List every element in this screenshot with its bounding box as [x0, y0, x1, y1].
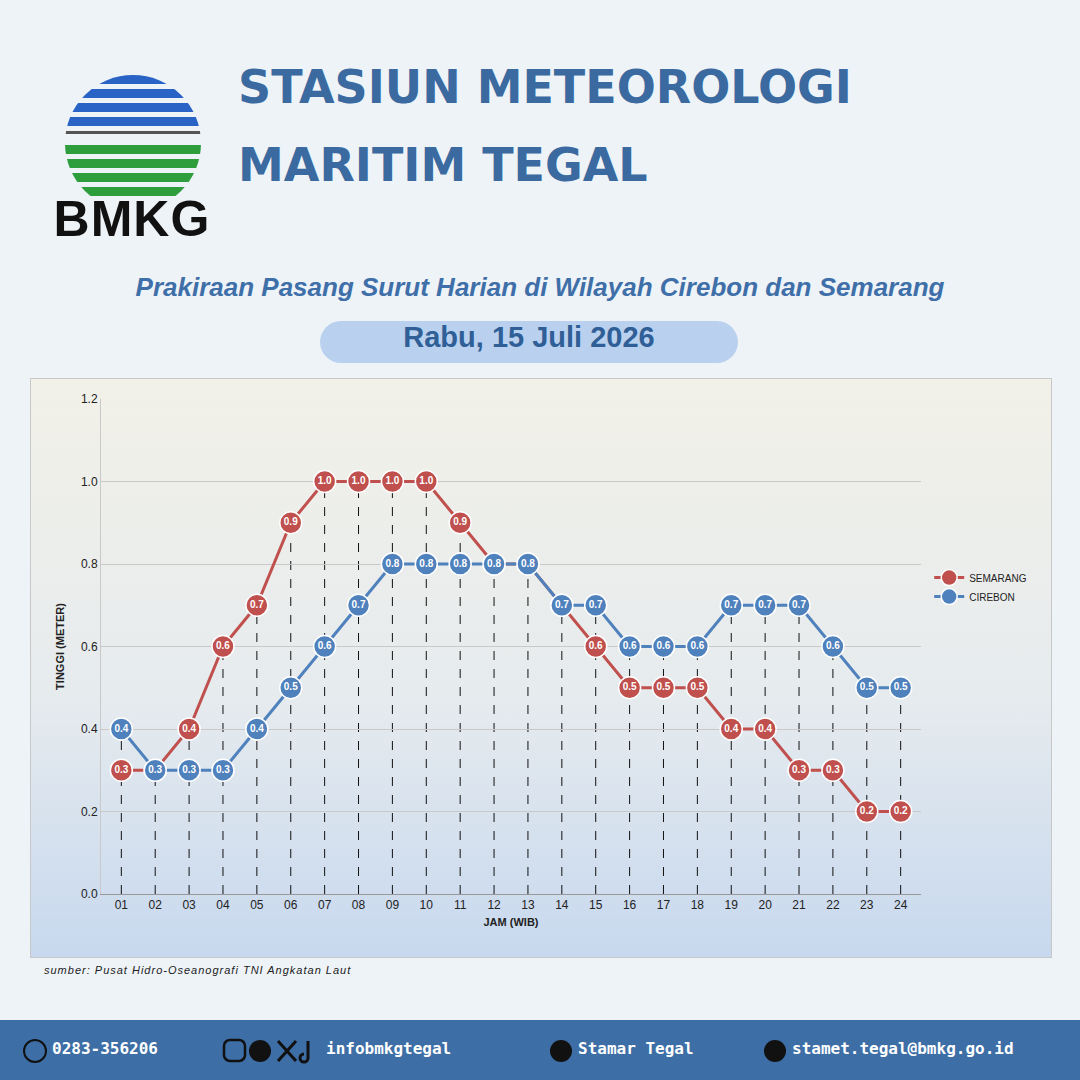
html-text:Rabu, 15 Juli 2026: Rabu, 15 Juli 2026	[403, 321, 655, 353]
svg-text:0.6: 0.6	[826, 640, 840, 651]
svg-text:16: 16	[623, 898, 637, 912]
svg-text:1.0: 1.0	[318, 475, 332, 486]
svg-text:0.3: 0.3	[216, 764, 230, 775]
svg-text:0.7: 0.7	[250, 599, 264, 610]
svg-text:0.9: 0.9	[453, 516, 467, 527]
svg-text:0.8: 0.8	[521, 558, 535, 569]
svg-text:24: 24	[894, 898, 908, 912]
svg-text:0.4: 0.4	[724, 723, 738, 734]
html-text:MARITIM TEGAL: MARITIM TEGAL	[238, 138, 648, 192]
html-text:Prakiraan Pasang Surut Harian: Prakiraan Pasang Surut Harian di Wilayah…	[135, 272, 945, 302]
svg-text:0.3: 0.3	[826, 764, 840, 775]
svg-text:0.7: 0.7	[555, 599, 569, 610]
svg-text:0.7: 0.7	[555, 599, 569, 610]
svg-text:0.4: 0.4	[182, 723, 196, 734]
svg-text:CIREBON: CIREBON	[969, 592, 1015, 603]
html-text:Stamar Tegal: Stamar Tegal	[578, 1039, 694, 1058]
svg-text:20: 20	[758, 898, 772, 912]
html-text:infobmkgtegal: infobmkgtegal	[326, 1039, 452, 1058]
svg-text:23: 23	[860, 898, 874, 912]
svg-text:18: 18	[691, 898, 705, 912]
svg-text:10: 10	[420, 898, 434, 912]
svg-text:0.2: 0.2	[860, 805, 874, 816]
svg-text:0.5: 0.5	[284, 681, 298, 692]
svg-text:01: 01	[115, 898, 129, 912]
svg-text:0.8: 0.8	[419, 558, 433, 569]
svg-text:0.3: 0.3	[148, 764, 162, 775]
svg-text:1.0: 1.0	[419, 475, 433, 486]
svg-text:SEMARANG: SEMARANG	[969, 573, 1026, 584]
svg-text:0.6: 0.6	[657, 640, 671, 651]
svg-text:TINGGI (METER): TINGGI (METER)	[54, 603, 66, 690]
svg-text:0.7: 0.7	[589, 599, 603, 610]
svg-text:0.7: 0.7	[792, 599, 806, 610]
svg-text:0.3: 0.3	[182, 764, 196, 775]
svg-text:0.8: 0.8	[81, 557, 98, 571]
svg-text:22: 22	[826, 898, 840, 912]
svg-text:1.0: 1.0	[352, 475, 366, 486]
svg-text:JAM (WIB): JAM (WIB)	[484, 916, 539, 928]
svg-text:15: 15	[589, 898, 603, 912]
svg-text:13: 13	[521, 898, 535, 912]
svg-text:0.5: 0.5	[860, 681, 874, 692]
svg-text:08: 08	[352, 898, 366, 912]
svg-text:0.2: 0.2	[81, 805, 98, 819]
svg-text:0.4: 0.4	[250, 723, 264, 734]
svg-text:14: 14	[555, 898, 569, 912]
svg-text:0.6: 0.6	[81, 640, 98, 654]
svg-text:0.5: 0.5	[690, 681, 704, 692]
svg-text:0.8: 0.8	[521, 558, 535, 569]
svg-text:0.9: 0.9	[284, 516, 298, 527]
html-text:stamet.tegal@bmkg.go.id: stamet.tegal@bmkg.go.id	[792, 1039, 1014, 1058]
svg-text:0.0: 0.0	[81, 887, 98, 901]
svg-text:0.6: 0.6	[318, 640, 332, 651]
svg-text:0.7: 0.7	[352, 599, 366, 610]
svg-text:0.8: 0.8	[453, 558, 467, 569]
svg-text:19: 19	[725, 898, 739, 912]
html-text:0283-356206: 0283-356206	[52, 1039, 158, 1058]
svg-text:0.4: 0.4	[81, 722, 98, 736]
svg-text:04: 04	[216, 898, 230, 912]
svg-text:0.8: 0.8	[487, 558, 501, 569]
svg-text:02: 02	[149, 898, 163, 912]
svg-text:03: 03	[182, 898, 196, 912]
svg-text:0.3: 0.3	[148, 764, 162, 775]
svg-text:1.2: 1.2	[81, 392, 98, 406]
svg-text:12: 12	[487, 898, 501, 912]
html-text:sumber: Pusat Hidro-Oseanograf: sumber: Pusat Hidro-Oseanografi TNI Angk…	[44, 964, 352, 976]
svg-text:17: 17	[657, 898, 671, 912]
svg-text:1.0: 1.0	[385, 475, 399, 486]
svg-text:0.5: 0.5	[894, 681, 908, 692]
svg-text:1.0: 1.0	[81, 475, 98, 489]
svg-text:0.5: 0.5	[623, 681, 637, 692]
svg-text:0.5: 0.5	[657, 681, 671, 692]
svg-text:0.4: 0.4	[114, 723, 128, 734]
svg-text:07: 07	[318, 898, 332, 912]
svg-text:05: 05	[250, 898, 264, 912]
svg-text:0.8: 0.8	[385, 558, 399, 569]
svg-text:0.4: 0.4	[758, 723, 772, 734]
svg-text:0.3: 0.3	[792, 764, 806, 775]
svg-text:21: 21	[792, 898, 806, 912]
svg-text:0.3: 0.3	[114, 764, 128, 775]
svg-text:06: 06	[284, 898, 298, 912]
svg-text:11: 11	[454, 898, 467, 912]
svg-text:0.6: 0.6	[623, 640, 637, 651]
svg-text:0.2: 0.2	[894, 805, 908, 816]
svg-text:09: 09	[386, 898, 400, 912]
html-text:STASIUN METEOROLOGI: STASIUN METEOROLOGI	[238, 60, 852, 114]
svg-text:0.6: 0.6	[589, 640, 603, 651]
svg-text:0.6: 0.6	[216, 640, 230, 651]
svg-text:0.7: 0.7	[758, 599, 772, 610]
svg-text:0.7: 0.7	[724, 599, 738, 610]
html-text:BMKG: BMKG	[53, 191, 211, 247]
svg-text:0.8: 0.8	[487, 558, 501, 569]
svg-text:0.6: 0.6	[690, 640, 704, 651]
